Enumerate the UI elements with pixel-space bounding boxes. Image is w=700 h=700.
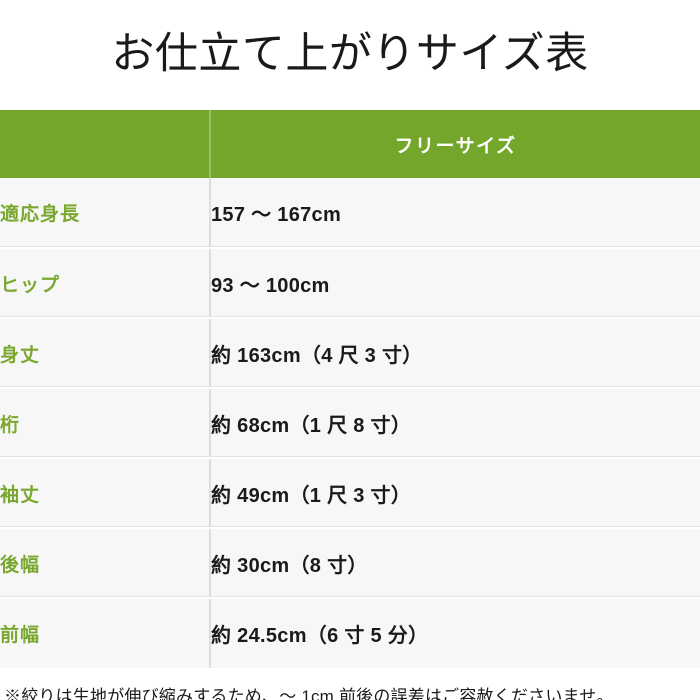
table-body: 適応身長 157 ～ 167cm ヒップ 93 ～ 100cm 身丈約 163cm（4 … (0, 178, 700, 668)
row-value: 約 30cm（8 寸） (210, 528, 700, 599)
column-header-label (0, 110, 211, 178)
table-row: 身丈約 163cm（4 尺 3 寸） (0, 318, 700, 389)
row-label: 前幅 (0, 598, 211, 668)
size-table: フリーサイズ 適応身長 157 ～ 167cm ヒップ 93 ～ 100cm 身丈約 1… (0, 110, 700, 668)
page-title-container: お仕立て上がりサイズ表 (0, 0, 700, 110)
row-label: ヒップ (0, 248, 211, 319)
page-title: お仕立て上がりサイズ表 (111, 31, 589, 79)
row-value: 約 163cm（4 尺 3 寸） (210, 318, 700, 389)
table-row: 袖丈約 49cm（1 尺 3 寸） (0, 458, 700, 529)
table-header-row: フリーサイズ (0, 110, 700, 178)
row-value: 約 24.5cm（6 寸 5 分） (211, 625, 429, 647)
table-header: フリーサイズ (0, 110, 700, 178)
row-value: 約 68cm（1 尺 8 寸） (210, 388, 700, 459)
row-label: 身丈 (0, 318, 211, 389)
row-label: 桁 (0, 388, 211, 459)
row-label: 後幅 (0, 528, 211, 599)
footnote-text: ※絞りは生地が伸び縮みするため、～ 1cm 前後の誤差はご容赦くださいませ。 (4, 687, 614, 700)
table-row: 後幅約 30cm（8 寸） (0, 528, 700, 599)
table-row: ヒップ 93 ～ 100cm (0, 248, 700, 319)
row-value: 93 ～ 100cm (210, 248, 700, 319)
table-row: 適応身長 157 ～ 167cm (0, 178, 700, 249)
table-row: 前幅約 24.5cm（6 寸 5 分） (0, 598, 700, 668)
row-value: 157 ～ 167cm (210, 178, 700, 249)
row-value: 約 49cm（1 尺 3 寸） (210, 458, 700, 529)
column-header-free-size: フリーサイズ (210, 110, 700, 178)
row-label: 袖丈 (0, 458, 211, 529)
row-label: 適応身長 (0, 178, 211, 249)
table-row: 桁約 68cm（1 尺 8 寸） (0, 388, 700, 459)
